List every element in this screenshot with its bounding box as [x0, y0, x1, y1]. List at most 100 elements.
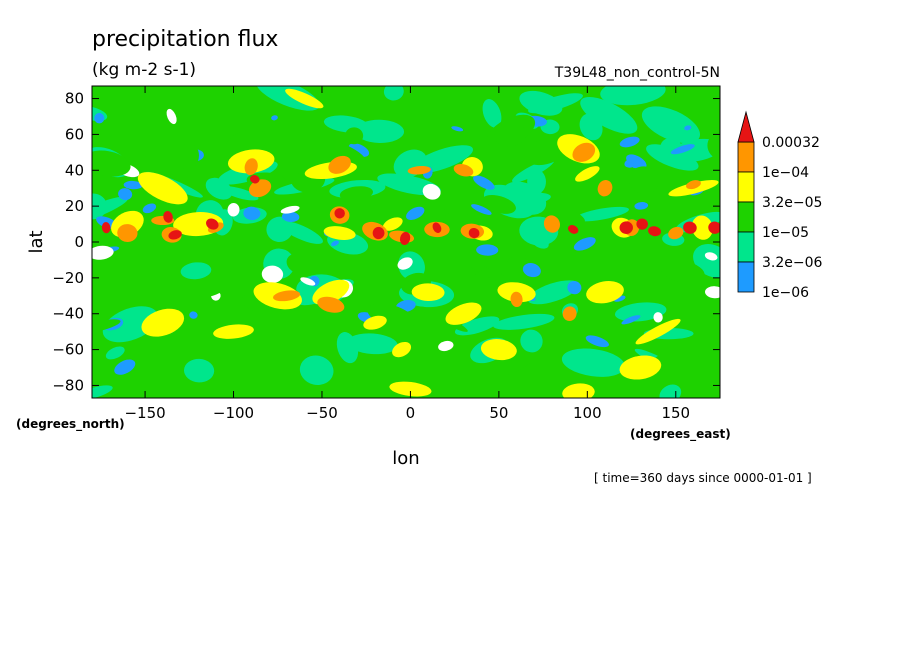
contour-band-1e-05: [580, 97, 638, 134]
colorbar-swatch: [737, 201, 755, 233]
colorbar-max-triangle: [737, 110, 755, 143]
contour-band-below-1e-06: [92, 245, 114, 260]
contour-fields: [92, 86, 720, 398]
contour-band-below-1e-06: [422, 183, 441, 200]
contour-band-above-0.00032: [250, 175, 260, 184]
contour-band-0.00032: [244, 158, 258, 176]
contour-band-1e-04: [382, 217, 403, 231]
contour-band-0.00032: [543, 215, 560, 233]
contour-band-1e-05: [299, 355, 334, 385]
colorbar-swatch: [737, 231, 755, 263]
contour-band-1e-05: [92, 385, 113, 398]
y-tick-label: −20: [52, 269, 84, 287]
contour-band-3.2e-05: [92, 126, 116, 146]
contour-band-0.00032: [407, 165, 431, 175]
contour-band-above-0.00032: [372, 226, 385, 240]
contour-band-below-1e-06: [166, 108, 177, 125]
contour-band-3.2e-05: [275, 131, 294, 155]
contour-band-3.2e-05: [327, 141, 366, 162]
y-tick-label: −80: [52, 376, 84, 394]
contour-band-1e-05: [659, 384, 682, 398]
contour-band-3.2e-06: [94, 112, 105, 124]
contour-band-0.00032: [572, 142, 596, 162]
contour-band-3.2e-06: [476, 244, 499, 256]
contour-band-3.2e-05: [427, 206, 450, 220]
contour-band-0.00032: [510, 291, 523, 308]
y-axis: −80 −60 −40 −20 0 20 40 60 80: [52, 90, 720, 394]
x-axis-label: lon: [392, 448, 419, 469]
contour-band-1e-04: [562, 383, 595, 398]
contour-band-1e-05: [693, 244, 720, 278]
contour-band-1e-04: [411, 283, 445, 302]
contour-band-0.00032: [317, 296, 345, 313]
x-tick-label: −100: [213, 404, 254, 422]
contour-band-3.2e-06: [567, 281, 582, 295]
colorbar-level-label: 1e−06: [762, 285, 809, 301]
contour-band-3.2e-05: [474, 266, 507, 279]
contour-band-3.2e-06: [670, 144, 695, 155]
contour-band-0.00032: [117, 224, 138, 242]
x-tick-label: 150: [661, 404, 690, 422]
contour-band-1e-04: [141, 308, 185, 337]
contour-band-3.2e-05: [339, 186, 374, 201]
contour-band-1e-05: [561, 348, 625, 377]
y-tick-label: 40: [65, 161, 84, 179]
contour-band-0.00032: [328, 155, 351, 174]
contour-band-3.2e-06: [585, 335, 609, 348]
contour-band-1e-05: [512, 159, 555, 183]
x-tick-label: 100: [573, 404, 602, 422]
contour-band-1e-05: [527, 280, 580, 305]
contour-band-below-1e-06: [653, 312, 663, 323]
contour-band-above-0.00032: [636, 218, 648, 230]
contour-band-3.2e-05: [535, 141, 557, 158]
contour-band-3.2e-06: [473, 175, 495, 190]
contour-band-1e-05: [184, 358, 215, 383]
contour-band-3.2e-05: [707, 133, 720, 160]
contour-band-1e-04: [480, 339, 517, 361]
contour-band-below-1e-06: [704, 252, 718, 261]
contour-band-3.2e-05: [481, 195, 516, 214]
contour-band-3.2e-05: [494, 122, 527, 147]
contour-band-above-0.00032: [206, 218, 219, 230]
contour-band-3.2e-05: [628, 166, 660, 194]
contour-band-1e-05: [574, 206, 630, 222]
contour-band-1e-04: [586, 281, 624, 304]
contour-band-3.2e-06: [331, 240, 339, 247]
experiment-label: T39L48_non_control-5N: [554, 65, 720, 81]
contour-band-1e-05: [482, 99, 502, 128]
contour-band-3.2e-06: [243, 206, 261, 221]
contour-band-3.2e-06: [634, 202, 649, 210]
contour-band-3.2e-06: [630, 158, 641, 169]
y-axis-label: lat: [26, 230, 47, 253]
chart-title: precipitation flux: [92, 27, 278, 52]
x-axis: −150 −100 −50 0 50 100 150: [124, 86, 690, 422]
contour-band-3.2e-05: [177, 143, 199, 170]
contour-band-3.2e-05: [660, 260, 705, 284]
contour-band-3.2e-05: [196, 270, 234, 297]
colorbar: 1e−06 3.2e−06 1e−05 3.2e−05 1e−04 0.00032: [737, 110, 823, 301]
contour-band-1e-05: [520, 329, 543, 353]
contour-band-3.2e-06: [471, 204, 492, 215]
contour-band-above-0.00032: [468, 227, 480, 239]
contour-band-below-1e-06: [280, 205, 300, 214]
contour-band-1e-05: [105, 346, 125, 360]
contour-band-above-0.00032: [399, 231, 411, 245]
y-tick-label: −60: [52, 341, 84, 359]
contour-band-3.2e-06: [189, 311, 198, 319]
contour-band-1e-04: [635, 318, 681, 345]
contour-band-1e-05: [347, 333, 398, 355]
contour-band-3.2e-06: [573, 237, 596, 251]
colorbar-swatch: [737, 171, 755, 203]
contour-band-above-0.00032: [708, 221, 720, 234]
y-tick-label: 80: [65, 90, 84, 108]
contour-band-above-0.00032: [168, 230, 182, 240]
contour-band-3.2e-06: [118, 188, 133, 201]
y-tick-label: 0: [74, 233, 84, 251]
contour-band-1e-04: [575, 166, 600, 182]
contour-band-1e-05: [493, 313, 555, 330]
contour-band-above-0.00032: [163, 211, 173, 223]
contour-band-1e-04: [137, 172, 188, 205]
contour-band-below-1e-06: [438, 340, 454, 352]
contour-band-3.2e-06: [281, 211, 300, 223]
